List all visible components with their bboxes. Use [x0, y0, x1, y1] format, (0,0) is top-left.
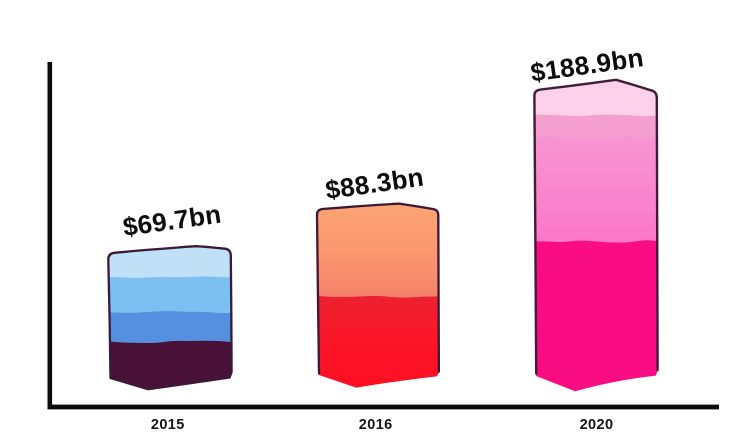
svg-text:2016: 2016	[359, 417, 393, 433]
svg-text:2020: 2020	[580, 417, 614, 433]
svg-text:2015: 2015	[151, 417, 185, 433]
